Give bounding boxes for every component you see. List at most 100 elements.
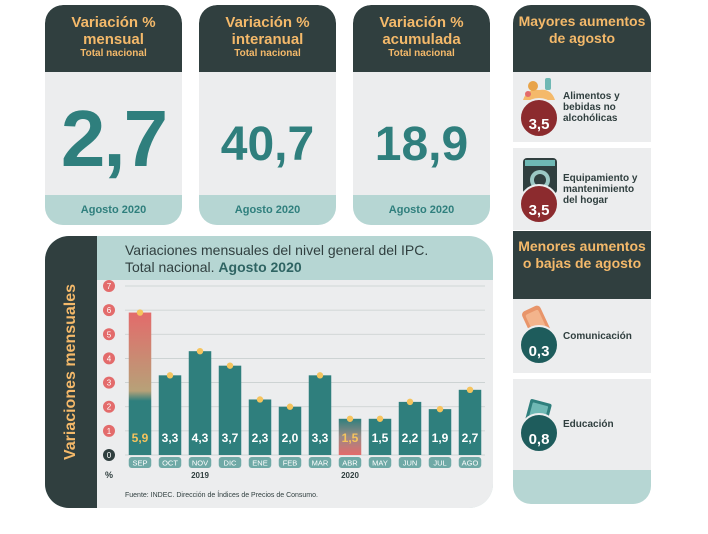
sidebar-footer — [513, 470, 651, 504]
y-tick-label: 2 — [107, 403, 112, 412]
x-tick-pill — [218, 457, 242, 468]
x-tick-label: OCT — [162, 459, 178, 468]
bar-value-label: 3,3 — [162, 431, 179, 445]
x-tick-pill — [458, 457, 482, 468]
bar-value-label: 5,9 — [132, 431, 149, 445]
x-tick-label: SEP — [132, 459, 147, 468]
y-tick-pill — [103, 352, 115, 365]
kpi-title: Variación % acumulada — [379, 14, 464, 48]
kpi-value: 18,9 — [374, 118, 469, 171]
chart-side-label: Variaciones mensuales — [62, 283, 79, 461]
chart-title-date: Agosto 2020 — [218, 259, 302, 275]
x-year-label: 2020 — [341, 471, 359, 480]
x-tick-label: DIC — [224, 459, 238, 468]
bar-value-label: 1,5 — [372, 431, 389, 445]
y-tick-pill — [103, 376, 115, 389]
chart-bar — [368, 418, 392, 455]
chart-bar — [458, 389, 482, 455]
y-tick-pill — [103, 328, 115, 341]
x-tick-pill — [188, 457, 212, 468]
y-tick-label: 6 — [107, 306, 112, 315]
bar-top-dot — [316, 372, 324, 379]
bar-top-dot — [196, 347, 204, 355]
bar-value-label: 1,9 — [432, 431, 449, 445]
bar-top-dot — [286, 403, 294, 410]
kpi-card-mensual: Variación % mensual Total nacional 2,7 A… — [45, 5, 182, 225]
bar-value-label: 2,0 — [282, 431, 299, 445]
chart-source: Fuente: INDEC. Dirección de Índices de P… — [125, 492, 318, 499]
chart-side-bar: Variaciones mensuales — [45, 236, 97, 508]
mayores-item-alimentos: 3,5 Alimentos y bebidas no alcohólicas — [513, 72, 651, 142]
bar-top-dot — [256, 396, 264, 403]
chart-title-line2: Total nacional. — [125, 259, 215, 275]
bar-top-dot — [226, 362, 234, 369]
menores-item-label: Comunicación — [563, 330, 632, 342]
bar-top-dot — [466, 386, 474, 394]
x-tick-label: FEB — [283, 459, 298, 468]
kpi-date: Agosto 2020 — [353, 195, 490, 225]
chart-bar — [338, 418, 362, 455]
y-tick-label: 3 — [107, 379, 112, 388]
chart-bar — [428, 409, 452, 455]
kpi-subtitle: Total nacional — [80, 48, 147, 59]
bar-top-dot — [136, 309, 144, 316]
kpi-subtitle: Total nacional — [234, 48, 301, 59]
x-tick-label: JUL — [433, 459, 446, 468]
y-tick-label: 4 — [107, 354, 112, 363]
x-year-label: 2019 — [191, 471, 209, 480]
kpi-date: Agosto 2020 — [199, 195, 336, 225]
y-tick-label: 5 — [107, 330, 112, 339]
x-tick-label: NOV — [192, 459, 208, 468]
kpi-header: Variación % mensual Total nacional — [45, 5, 182, 72]
bar-chart: 5,9 3,3 4,3 3,7 2,3 2,0 3,3 1,5 1,5 2,2 1,9 2,7 0 1 2… — [103, 280, 485, 480]
chart-bar — [308, 375, 332, 455]
y-tick-label: 1 — [107, 427, 112, 436]
x-tick-pill — [128, 457, 152, 468]
x-tick-pill — [308, 457, 332, 468]
kpi-title: Variación % interanual — [225, 14, 310, 48]
kpi-card-interanual: Variación % interanual Total nacional 40… — [199, 5, 336, 225]
menores-item-label: Educación — [563, 419, 614, 430]
x-tick-label: MAY — [372, 459, 388, 468]
chart-panel: Variaciones mensuales Variaciones mensua… — [45, 236, 493, 508]
food-icon — [523, 78, 555, 100]
y-tick-pill — [103, 424, 115, 437]
bar-top-dot — [406, 398, 414, 406]
y-tick-pill — [103, 449, 115, 461]
bar-top-dot — [436, 405, 444, 413]
menores-value-badge: 0,3 — [519, 325, 559, 365]
mayores-item-label: Equipamiento y mantenimiento del hogar — [563, 172, 638, 206]
x-tick-pill — [248, 457, 272, 468]
mayores-value-badge: 3,5 — [519, 98, 559, 138]
x-tick-label: ENE — [252, 459, 267, 468]
mayores-header: Mayores aumentos de agosto — [513, 5, 651, 72]
kpi-subtitle: Total nacional — [388, 48, 455, 59]
x-tick-pill — [398, 457, 422, 468]
kpi-header: Variación % acumulada Total nacional — [353, 5, 490, 72]
y-tick-pill — [103, 304, 115, 317]
x-tick-pill — [158, 457, 182, 468]
chart-bar — [398, 401, 422, 455]
menores-header: Menores aumentos o bajas de agosto — [513, 231, 651, 299]
x-tick-pill — [428, 457, 452, 468]
chart-bar — [218, 365, 242, 455]
bar-value-label: 2,2 — [402, 431, 419, 445]
mayores-item-equipamiento: 3,5 Equipamiento y mantenimiento del hog… — [513, 148, 651, 230]
chart-plot-area: 5,9 3,3 4,3 3,7 2,3 2,0 3,3 1,5 1,5 2,2 1,9 2,7 0 1 2… — [97, 280, 493, 508]
y-tick-pill — [103, 280, 115, 292]
y-axis-unit: % — [105, 470, 113, 480]
menores-value-badge: 0,8 — [519, 413, 559, 453]
chart-title: Variaciones mensuales del nivel general … — [125, 242, 428, 276]
chart-title-line1: Variaciones mensuales del nivel general … — [125, 242, 429, 258]
chart-bar — [248, 399, 272, 455]
kpi-header: Variación % interanual Total nacional — [199, 5, 336, 72]
kpi-date: Agosto 2020 — [45, 195, 182, 225]
kpi-card-acumulada: Variación % acumulada Total nacional 18,… — [353, 5, 490, 225]
x-tick-label: ABR — [342, 459, 358, 468]
menores-item-comunicacion: 0,3 Comunicación — [513, 299, 651, 373]
x-tick-pill — [368, 457, 392, 468]
bar-value-label: 1,5 — [342, 431, 359, 445]
bar-value-label: 4,3 — [192, 431, 209, 445]
y-tick-pill — [103, 400, 115, 413]
mayores-value-badge: 3,5 — [519, 184, 559, 224]
